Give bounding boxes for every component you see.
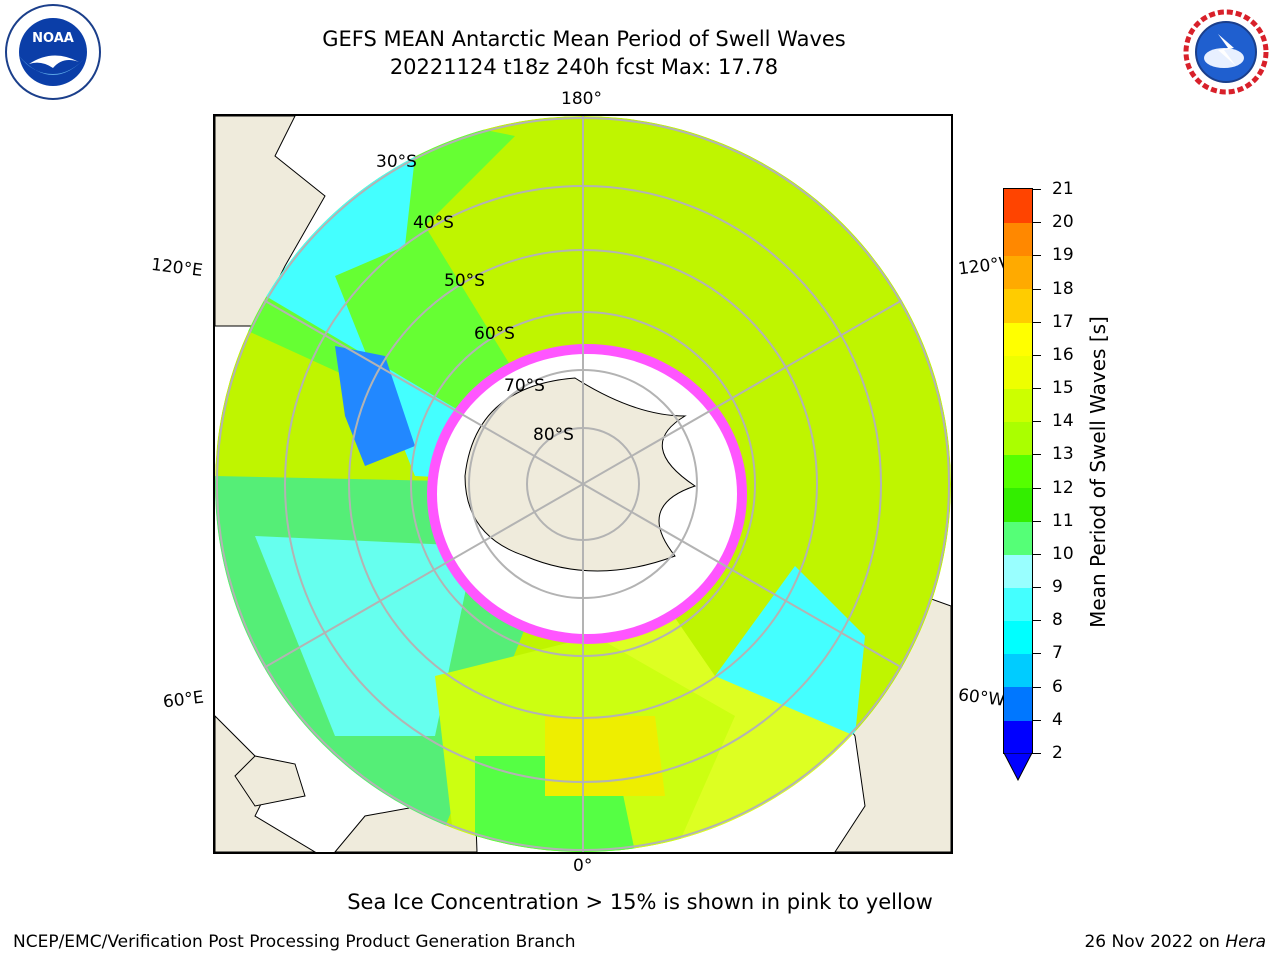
colorbar-segment: [1004, 255, 1032, 290]
lat-label-70s: 70°S: [504, 376, 545, 396]
colorbar-segment: [1004, 487, 1032, 522]
colorbar-tick-mark: [1033, 288, 1041, 290]
colorbar-tick-mark: [1033, 520, 1041, 522]
colorbar-tick-label: 8: [1052, 610, 1063, 631]
lon-label-60w: 60°W: [956, 685, 1006, 711]
colorbar-tick-label: 15: [1052, 378, 1074, 399]
colorbar-segment: [1004, 222, 1032, 257]
lat-label-60s: 60°S: [474, 324, 515, 344]
noaa-logo: NOAA: [5, 4, 101, 100]
colorbar-tick-label: 19: [1052, 245, 1074, 266]
colorbar-segment: [1004, 354, 1032, 389]
nws-logo: [1180, 6, 1272, 98]
colorbar-segment: [1004, 653, 1032, 688]
colorbar-tick-label: 18: [1052, 278, 1074, 299]
colorbar-tick-mark: [1033, 189, 1041, 190]
colorbar-tick-mark: [1033, 487, 1041, 489]
lat-label-80s: 80°S: [533, 425, 574, 445]
colorbar-tick-mark: [1033, 421, 1041, 423]
colorbar-segment: [1004, 553, 1032, 588]
antarctica: [427, 344, 747, 644]
lon-label-0: 0°: [573, 856, 593, 876]
colorbar-extend-arrow: [1003, 753, 1033, 781]
colorbar-segment: [1004, 454, 1032, 489]
colorbar-tick-mark: [1033, 620, 1041, 622]
run-date-text: 26 Nov 2022 on: [1084, 932, 1226, 952]
polar-map: [213, 114, 953, 854]
colorbar-tick-mark: [1033, 454, 1041, 456]
colorbar-tick-label: 20: [1052, 212, 1074, 233]
noaa-logo-text: NOAA: [32, 31, 74, 46]
machine-name: Hera: [1225, 932, 1266, 952]
colorbar-tick-label: 12: [1052, 477, 1074, 498]
chart-title: GEFS MEAN Antarctic Mean Period of Swell…: [322, 27, 846, 51]
colorbar-segment: [1004, 189, 1032, 223]
colorbar-segment: [1004, 421, 1032, 456]
lat-label-30s: 30°S: [376, 152, 417, 172]
colorbar-tick-mark: [1033, 553, 1041, 555]
polar-map-canvas: [215, 116, 951, 852]
colorbar-segment: [1004, 321, 1032, 356]
producer-credit: NCEP/EMC/Verification Post Processing Pr…: [13, 932, 576, 952]
colorbar-segment: [1004, 587, 1032, 622]
colorbar-tick-label: 7: [1052, 643, 1063, 664]
lon-label-180: 180°: [561, 89, 602, 109]
colorbar-tick-mark: [1033, 653, 1041, 655]
colorbar-tick-mark: [1033, 719, 1041, 721]
colorbar-tick-label: 17: [1052, 311, 1074, 332]
colorbar-tick-mark: [1033, 354, 1041, 356]
colorbar-segment: [1004, 288, 1032, 323]
colorbar-tick-mark: [1033, 587, 1041, 589]
colorbar-tick-mark: [1033, 753, 1041, 754]
colorbar-segment: [1004, 620, 1032, 655]
longitude-grid: [215, 116, 951, 852]
colorbar-tick-label: 11: [1052, 510, 1074, 531]
colorbar-tick-label: 14: [1052, 411, 1074, 432]
colorbar-tick-mark: [1033, 222, 1041, 224]
lat-label-40s: 40°S: [413, 213, 454, 233]
chart-subtitle: 20221124 t18z 240h fcst Max: 17.78: [389, 55, 779, 79]
run-date: 26 Nov 2022 on Hera: [1084, 932, 1266, 952]
colorbar-tick-label: 10: [1052, 543, 1074, 564]
colorbar-tick-label: 9: [1052, 577, 1063, 598]
lat-label-50s: 50°S: [444, 271, 485, 291]
colorbar-tick-label: 21: [1052, 179, 1074, 199]
colorbar-tick-label: 2: [1052, 743, 1063, 763]
sea-ice-note: Sea Ice Concentration > 15% is shown in …: [347, 890, 933, 914]
colorbar-tick-label: 4: [1052, 709, 1063, 730]
colorbar-tick-label: 16: [1052, 344, 1074, 365]
colorbar-title: Mean Period of Swell Waves [s]: [1086, 316, 1110, 628]
colorbar-segment: [1004, 520, 1032, 555]
colorbar-segment: [1004, 719, 1032, 754]
colorbar-tick-mark: [1033, 321, 1041, 323]
colorbar-tick-mark: [1033, 686, 1041, 688]
colorbar-tick-mark: [1033, 388, 1041, 390]
lon-label-120e: 120°E: [149, 254, 204, 282]
colorbar-tick-mark: [1033, 255, 1041, 257]
lon-label-60e: 60°E: [161, 687, 205, 713]
colorbar-tick-label: 13: [1052, 444, 1074, 465]
colorbar-segment: [1004, 686, 1032, 721]
colorbar-tick-label: 6: [1052, 676, 1063, 697]
colorbar-segment: [1004, 388, 1032, 423]
colorbar: [1003, 188, 1033, 754]
